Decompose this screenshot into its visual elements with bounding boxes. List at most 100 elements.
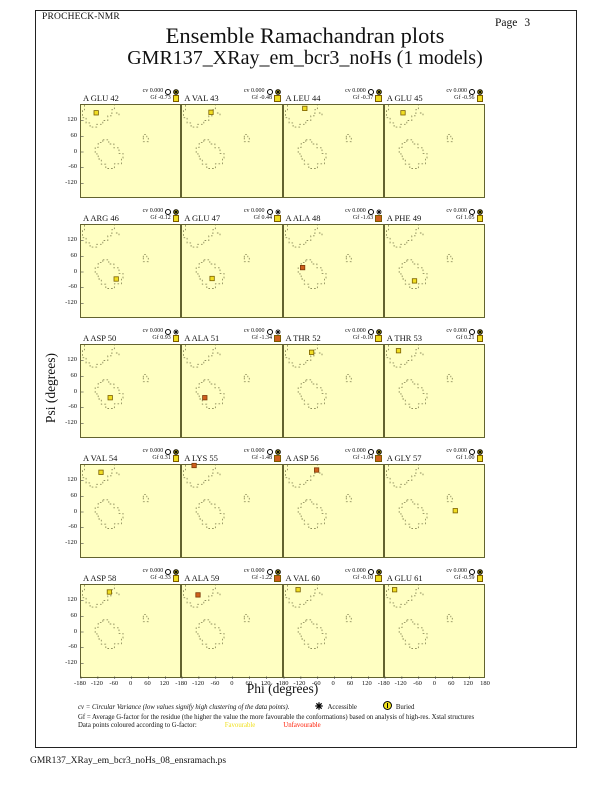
buried-marker-icon xyxy=(375,328,382,335)
ramachandran-plot xyxy=(282,224,384,318)
core-region-left-alpha xyxy=(142,134,149,143)
residue-label: A ALA 51 xyxy=(184,333,220,343)
core-region-beta xyxy=(183,225,217,248)
residue-stats: cv 0.000 Gf 0.93 xyxy=(143,328,180,342)
residue-cell: A VAL 43 cv 0.000 Gf -0.48 xyxy=(181,88,283,208)
x-tick-label: -60 xyxy=(109,680,119,687)
core-region-alpha xyxy=(94,259,124,289)
gf-value: Gf 0.21 xyxy=(456,335,475,341)
cv-line: cv 0.000 xyxy=(446,448,483,455)
model-circle-icon xyxy=(165,328,172,335)
model-circle-icon xyxy=(367,448,374,455)
accessible-marker-icon xyxy=(173,328,180,335)
core-region-beta xyxy=(385,585,419,608)
gf-line: Gf 0.21 xyxy=(446,335,483,342)
y-tick-label: -120 xyxy=(65,658,77,666)
core-region-beta xyxy=(183,465,217,488)
core-region-left-alpha xyxy=(446,614,453,623)
model-circle-icon xyxy=(469,88,475,95)
residue-stats: cv 0.000 Gf -1.34 xyxy=(244,328,281,342)
core-region-beta xyxy=(82,585,115,608)
gf-value: Gf -1.63 xyxy=(352,215,374,221)
gf-value: Gf -1.04 xyxy=(352,455,374,461)
residue-label: A ASP 50 xyxy=(83,333,117,343)
cv-value: cv 0.000 xyxy=(446,208,467,214)
gf-value: Gf -0.12 xyxy=(150,215,171,221)
core-region-beta-dots xyxy=(115,472,120,476)
ramachandran-plot xyxy=(80,224,182,318)
core-region-alpha xyxy=(297,259,326,289)
gf-line: Gf 0.44 xyxy=(244,215,281,222)
cv-value: cv 0.000 xyxy=(446,448,467,454)
gf-value: Gf -0.10 xyxy=(352,575,374,581)
residue-cell: A VAL 54 cv 0.000 Gf 0.31 xyxy=(80,448,182,568)
ramachandran-plot xyxy=(181,224,283,318)
model-circle-icon xyxy=(266,448,273,455)
gf-value: Gf -0.33 xyxy=(150,575,171,581)
cv-line: cv 0.000 xyxy=(345,448,382,455)
residue-cell: A GLU 42 cv 0.000 Gf -0.73 xyxy=(80,88,182,208)
x-tick-label: 60 xyxy=(144,680,151,687)
cv-line: cv 0.000 xyxy=(345,568,382,575)
residue-stats: cv 0.000 Gf -0.73 xyxy=(143,88,180,102)
cv-value: cv 0.000 xyxy=(446,568,467,574)
core-region-left-alpha xyxy=(345,374,352,383)
plot-canvas xyxy=(284,345,352,409)
cv-line: cv 0.000 xyxy=(244,448,281,455)
model-circle-icon xyxy=(165,568,172,575)
residue-header: A VAL 60 cv 0.000 Gf -0.10 xyxy=(283,568,384,584)
residue-stats: cv 0.000 Gf -0.10 xyxy=(345,568,382,582)
x-tick-label: 60 xyxy=(346,680,354,687)
residue-header: A ALA 51 cv 0.000 Gf -1.34 xyxy=(181,328,282,344)
residue-stats: cv 0.000 Gf -0.10 xyxy=(345,328,382,342)
core-region-alpha xyxy=(297,619,326,649)
residue-stats: cv 0.000 Gf -0.48 xyxy=(244,88,281,102)
data-point-marker xyxy=(313,467,319,473)
residue-header: A ALA 48 cv 0.000 Gf -1.63 xyxy=(283,208,384,224)
cv-line: cv 0.000 xyxy=(345,208,382,215)
core-region-beta-dots xyxy=(217,352,221,356)
plot-canvas xyxy=(385,465,458,529)
residue-cell: A ALA 59 cv 0.000 Gf -1.22 xyxy=(181,568,283,688)
core-region-beta xyxy=(284,105,318,128)
gf-value: Gf 1.00 xyxy=(456,455,475,461)
buried-marker-icon xyxy=(173,208,180,215)
gf-value: Gf 0.31 xyxy=(152,455,171,461)
plot-canvas xyxy=(284,465,352,529)
gf-value: Gf -0.73 xyxy=(150,95,171,101)
data-point-marker xyxy=(400,110,406,116)
x-tick-label: -60 xyxy=(210,680,220,687)
gf-colour-square xyxy=(172,455,180,462)
core-region-beta-dots xyxy=(419,352,424,356)
gf-line: Gf -0.10 xyxy=(345,335,382,342)
gf-line: Gf -1.48 xyxy=(244,455,281,462)
residue-cell: A ASP 58 cv 0.000 Gf -0.33 xyxy=(80,568,182,688)
core-region-left-alpha xyxy=(345,254,352,263)
residue-header: A GLU 61 cv 0.000 Gf -0.59 xyxy=(384,568,485,584)
core-region-beta xyxy=(385,105,419,128)
ramachandran-plot xyxy=(80,584,182,679)
gf-line: Gf -0.59 xyxy=(446,575,483,582)
core-region-beta xyxy=(82,225,115,248)
page-subtitle: GMR137_XRay_em_bcr3_noHs (1 models) xyxy=(127,47,483,69)
y-tick-label: 0 xyxy=(73,627,77,635)
page-title: Ensemble Ramachandran plots xyxy=(165,23,445,48)
model-circle-icon xyxy=(367,328,374,335)
core-region-left-alpha xyxy=(345,134,352,143)
data-point-marker xyxy=(93,110,99,116)
ramachandran-plot xyxy=(383,224,485,318)
core-region-alpha xyxy=(297,499,326,529)
cv-value: cv 0.000 xyxy=(345,208,366,214)
cv-value: cv 0.000 xyxy=(243,328,265,334)
buried-marker-icon xyxy=(477,88,483,95)
x-tick-label: -180 xyxy=(377,680,390,687)
buried-marker-icon xyxy=(375,88,382,95)
page-border xyxy=(35,10,577,748)
core-region-left-alpha xyxy=(142,494,149,503)
core-region-left-alpha xyxy=(142,614,149,623)
cv-line: cv 0.000 xyxy=(244,208,281,215)
core-region-beta-dots xyxy=(115,112,120,116)
residue-label: A THR 53 xyxy=(386,333,423,343)
residue-cell: A LYS 55 cv 0.000 Gf -1.48 xyxy=(181,448,283,568)
gf-line: Gf -0.10 xyxy=(345,575,382,582)
